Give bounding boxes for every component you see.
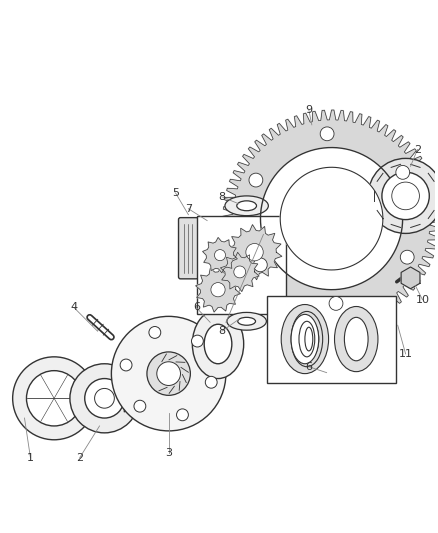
Circle shape: [234, 266, 246, 278]
Ellipse shape: [281, 304, 328, 374]
Ellipse shape: [238, 317, 255, 325]
Text: 9: 9: [305, 105, 312, 115]
Bar: [267, 296, 396, 383]
Text: 10: 10: [415, 295, 429, 304]
Polygon shape: [220, 252, 259, 292]
Circle shape: [254, 258, 267, 272]
Text: 1: 1: [27, 453, 34, 463]
Circle shape: [205, 376, 217, 388]
Polygon shape: [223, 110, 438, 327]
Circle shape: [249, 173, 263, 187]
Circle shape: [392, 182, 420, 209]
Polygon shape: [196, 268, 240, 312]
Circle shape: [147, 352, 191, 395]
Text: 3: 3: [165, 448, 172, 458]
Text: 6: 6: [305, 362, 312, 372]
Ellipse shape: [204, 324, 232, 364]
Text: 4: 4: [71, 302, 78, 312]
Text: 6: 6: [193, 302, 200, 312]
Circle shape: [177, 409, 188, 421]
Circle shape: [149, 327, 161, 338]
Ellipse shape: [237, 201, 257, 211]
Ellipse shape: [299, 319, 319, 359]
Text: 7: 7: [185, 204, 192, 214]
Circle shape: [396, 165, 410, 179]
Text: 11: 11: [399, 349, 413, 359]
Polygon shape: [261, 148, 403, 290]
Circle shape: [382, 172, 429, 220]
Circle shape: [95, 389, 114, 408]
Polygon shape: [227, 224, 282, 280]
FancyBboxPatch shape: [179, 217, 198, 279]
Ellipse shape: [335, 306, 378, 372]
Circle shape: [246, 244, 263, 261]
Circle shape: [157, 362, 180, 385]
Polygon shape: [203, 238, 237, 273]
Circle shape: [400, 251, 414, 264]
Circle shape: [111, 317, 226, 431]
Circle shape: [120, 359, 132, 371]
Ellipse shape: [291, 314, 319, 364]
Polygon shape: [401, 267, 420, 289]
Ellipse shape: [299, 321, 315, 357]
Bar: [197, 216, 286, 314]
Circle shape: [215, 249, 226, 261]
Circle shape: [134, 400, 146, 412]
Ellipse shape: [344, 317, 368, 361]
Text: 8: 8: [219, 192, 226, 202]
Text: 5: 5: [172, 188, 179, 198]
Ellipse shape: [225, 196, 268, 216]
Circle shape: [70, 364, 139, 433]
Text: 8: 8: [219, 326, 226, 336]
Circle shape: [329, 296, 343, 310]
Polygon shape: [280, 167, 383, 270]
Ellipse shape: [305, 327, 313, 351]
Text: 2: 2: [414, 144, 421, 155]
Circle shape: [85, 378, 124, 418]
Circle shape: [320, 127, 334, 141]
Polygon shape: [124, 360, 147, 412]
Circle shape: [26, 370, 82, 426]
Ellipse shape: [227, 312, 266, 330]
Circle shape: [368, 158, 438, 233]
Circle shape: [211, 282, 225, 297]
Circle shape: [191, 335, 203, 347]
Ellipse shape: [192, 310, 244, 378]
Ellipse shape: [291, 311, 323, 367]
Circle shape: [13, 357, 95, 440]
Text: 2: 2: [76, 453, 83, 463]
